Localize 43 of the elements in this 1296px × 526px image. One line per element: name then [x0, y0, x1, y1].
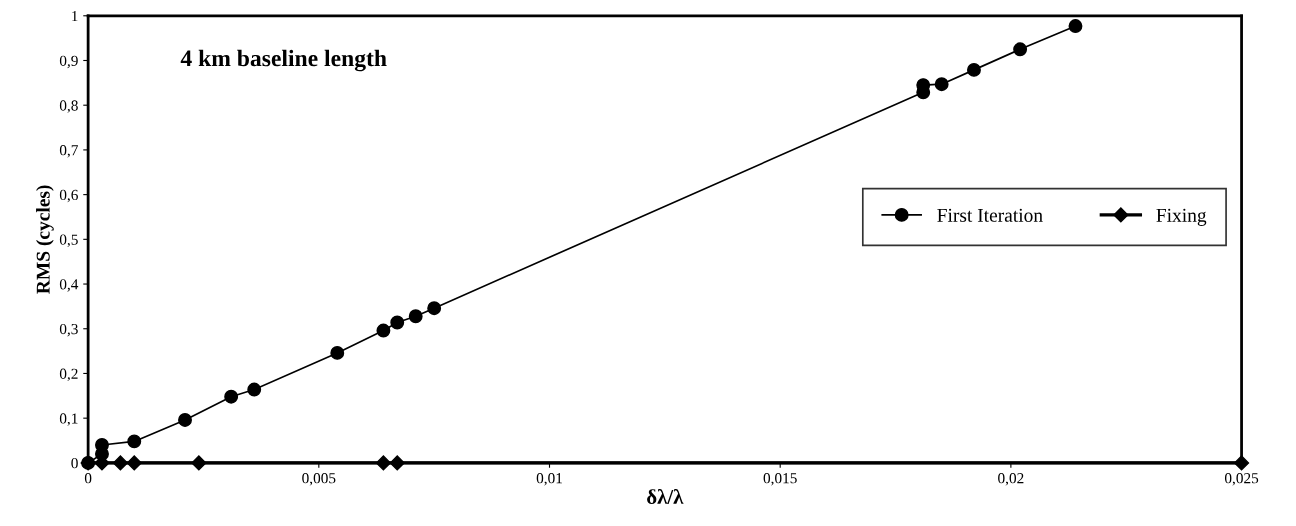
legend-label: First Iteration: [937, 208, 1043, 222]
text: 4 km baseline length: [180, 49, 387, 72]
y-tick-label: 0,1: [59, 413, 78, 426]
point: [191, 455, 207, 471]
y-tick-label: 0,9: [59, 55, 78, 69]
point: [1233, 455, 1250, 471]
legend-label: Fixing: [1156, 208, 1207, 226]
x-tick-label: 0,02: [998, 473, 1024, 486]
point: [81, 455, 96, 470]
y-tick-label: 0,3: [59, 323, 78, 337]
y-tick-label: 0,2: [59, 368, 78, 382]
point: [1013, 42, 1028, 57]
point: [390, 315, 405, 330]
x-tick-label: 0,005: [302, 473, 336, 486]
point: [95, 438, 109, 452]
y-tick-label: 0,8: [59, 100, 78, 113]
x-tick-label: 0,01: [536, 473, 562, 486]
point: [375, 455, 391, 471]
point: [389, 455, 405, 471]
point: [224, 389, 239, 404]
y-tick-label: 0,4: [59, 279, 79, 292]
point: [247, 382, 262, 397]
x-tick-label: 0,025: [1224, 473, 1259, 486]
x-tick-label: 0: [84, 473, 92, 484]
y-tick-label: 0: [71, 458, 78, 469]
point: [330, 345, 345, 360]
y-tick-label: 0,7: [59, 145, 78, 158]
point: [1068, 19, 1083, 34]
point: [126, 455, 142, 471]
point: [178, 413, 192, 427]
point: [934, 77, 949, 92]
point: [427, 301, 442, 316]
point: [127, 434, 142, 449]
y-axis-title: RMS (cycles): [36, 185, 54, 294]
point: [967, 62, 981, 77]
point: [112, 455, 128, 471]
y-tick-label: 0,5: [59, 234, 78, 247]
point: [408, 309, 423, 324]
point: [376, 323, 391, 338]
x-axis-title: δλ/λ: [647, 489, 684, 504]
y-tick-label: 1: [72, 10, 78, 22]
y-tick-label: 0,6: [59, 189, 78, 203]
x-tick-label: 0,015: [763, 473, 797, 486]
